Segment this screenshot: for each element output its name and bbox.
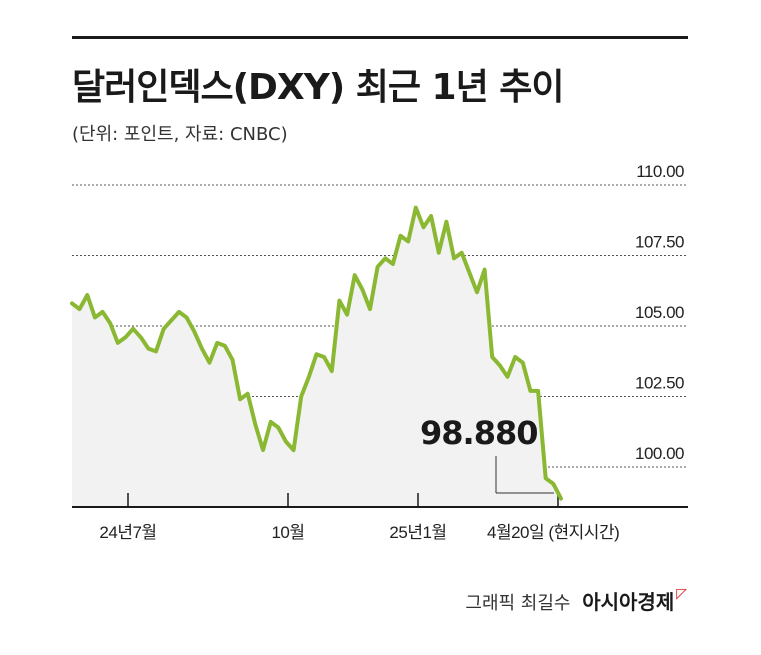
chart-title: 달러인덱스(DXY) 최근 1년 추이: [72, 67, 564, 108]
x-tick-label: 4월20일 (현지시간): [487, 523, 619, 542]
brand-mark-icon: ◸: [676, 586, 687, 602]
tick-labels: 110.00 107.50 105.00 102.50 100.00 24년7월 10월 25…: [99, 162, 684, 542]
x-tick-label: 24년7월: [99, 523, 156, 542]
y-tick-label: 100.00: [635, 444, 684, 463]
chart-subtitle: (단위: 포인트, 자료: CNBC): [72, 124, 288, 145]
y-tick-label: 102.50: [635, 374, 684, 393]
x-tick-label: 25년1월: [389, 523, 446, 542]
top-rule: [72, 36, 688, 39]
graphic-credit: 그래픽 최길수: [465, 593, 571, 614]
brand-logo-text: 아시아경제: [582, 590, 675, 614]
latest-value-callout: 98.880: [420, 414, 538, 452]
y-tick-label: 110.00: [636, 162, 684, 181]
y-tick-label: 105.00: [635, 303, 684, 322]
dxy-series-line: [70, 205, 563, 501]
credit-line: 그래픽 최길수 아시아경제 ◸: [465, 586, 687, 615]
y-tick-label: 107.50: [635, 233, 684, 252]
x-tick-label: 10월: [271, 523, 304, 542]
series-line-layer: [70, 205, 563, 501]
